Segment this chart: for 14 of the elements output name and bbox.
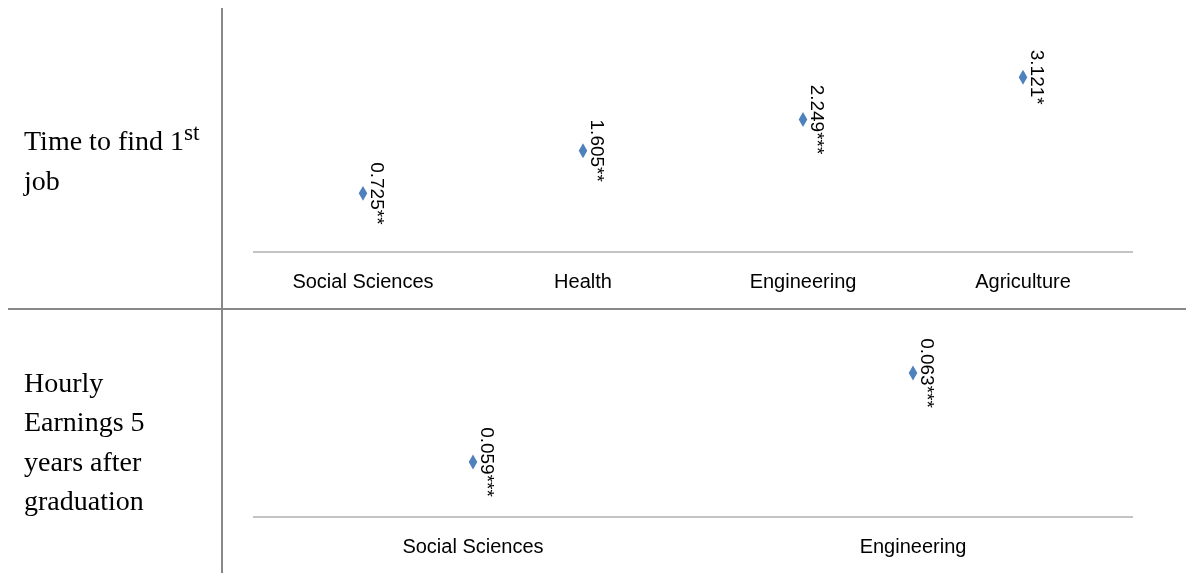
x-tick-label: Social Sciences <box>402 535 544 558</box>
x-tick-label: Engineering <box>859 535 967 558</box>
x-tick-label: Agriculture <box>975 270 1071 293</box>
data-label: 0.725** <box>366 162 388 226</box>
table-cell: Hourly Earnings 5 years after graduation <box>8 310 223 573</box>
data-label: 2.249*** <box>806 84 828 155</box>
x-tick-label: Engineering <box>749 270 857 293</box>
x-tick-label: Health <box>554 270 612 293</box>
x-tick-label: Social Sciences <box>292 270 434 293</box>
data-label: 3.121* <box>1026 49 1048 106</box>
table-cell: Time to find 1$^{st}$ job <box>8 8 223 308</box>
data-label: 1.605** <box>586 119 608 183</box>
data-label: 0.063*** <box>916 338 938 409</box>
data-label: 0.059*** <box>476 427 498 498</box>
